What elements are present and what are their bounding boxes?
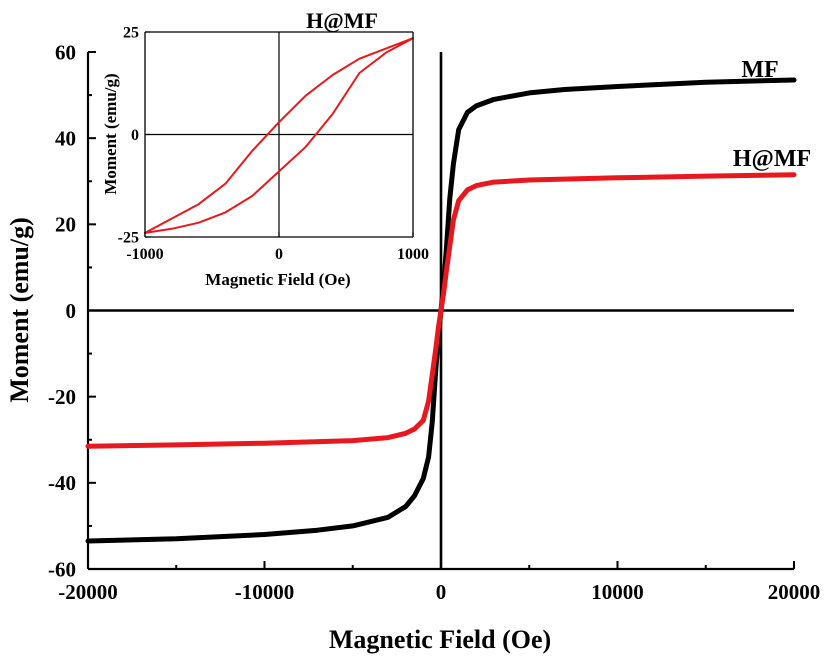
inset-x-tick-label: 0: [275, 246, 283, 263]
main-x-tick-label: 10000: [591, 580, 644, 604]
inset-x-axis-label: Magnetic Field (Oe): [205, 270, 350, 289]
inset-series-line-h-mf: [144, 37, 414, 234]
series-label-h-mf: H@MF: [733, 146, 811, 172]
main-y-tick-label: -20: [48, 385, 76, 409]
inset-y-axis-label: Moment (emu/g): [101, 73, 120, 194]
inset-chart: -1000 0 1000 -25 0 25 H@MF Magnetic Field (Oe…: [101, 8, 429, 289]
main-y-tick-label: -60: [48, 557, 76, 581]
main-y-tick-label: 20: [55, 213, 76, 237]
main-y-tick-label: -40: [48, 471, 76, 495]
inset-zero-lines: [145, 32, 413, 237]
series-label-mf: MF: [741, 57, 778, 83]
main-y-axis-label: Moment (emu/g): [5, 217, 34, 403]
inset-series-layer: [144, 37, 414, 234]
main-y-tick-label: 60: [55, 40, 76, 64]
inset-x-tick-label: -1000: [126, 246, 163, 263]
main-x-tick-label: -10000: [235, 580, 295, 604]
inset-y-tick-label: -25: [118, 230, 139, 247]
inset-y-tick-label: 25: [123, 25, 139, 42]
main-x-axis-label: Magnetic Field (Oe): [329, 625, 551, 654]
main-x-tick-label: 20000: [768, 580, 821, 604]
inset-title: H@MF: [306, 8, 378, 33]
main-series-layer: [85, 77, 797, 544]
main-x-tick-label: 0: [436, 580, 447, 604]
main-y-tick-label: 0: [66, 299, 77, 323]
main-y-tick-label: 40: [55, 127, 76, 151]
inset-y-tick-label: 0: [131, 127, 139, 144]
main-series-line-h-mf: [85, 172, 797, 449]
main-x-tick-label: -20000: [58, 580, 118, 604]
inset-x-tick-label: 1000: [397, 246, 429, 263]
inset-tick-layer: -1000 0 1000 -25 0 25: [118, 25, 429, 263]
